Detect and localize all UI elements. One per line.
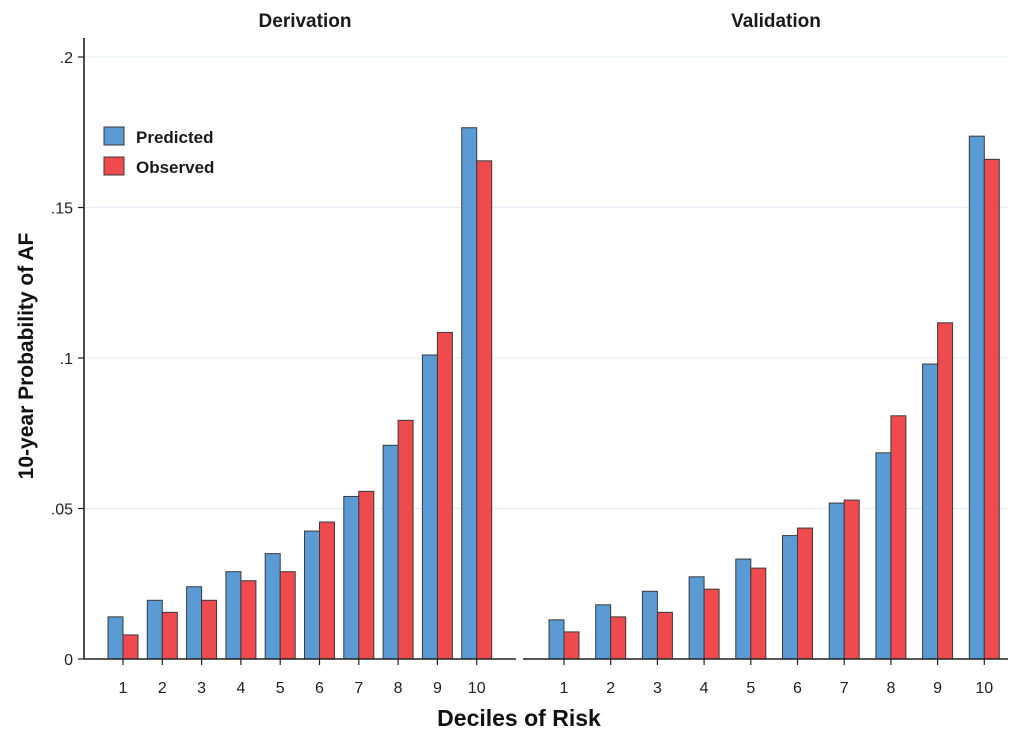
validation-bar-observed-2 xyxy=(610,616,627,660)
validation-bar-observed-5 xyxy=(750,567,767,660)
derivation-bar-observed-10 xyxy=(476,160,493,660)
validation-bar-predicted-7 xyxy=(828,502,845,660)
validation-bar-predicted-2 xyxy=(595,604,612,660)
validation-bar-observed-6 xyxy=(797,527,813,660)
validation-x-tick-label-6: 6 xyxy=(793,680,802,697)
derivation-bar-observed-1 xyxy=(122,634,139,660)
validation-bar-predicted-10 xyxy=(968,135,985,660)
validation-x-tick-label-10: 10 xyxy=(975,680,993,697)
derivation-bar-predicted-5 xyxy=(264,553,281,660)
derivation-x-tick-label-6: 6 xyxy=(315,680,324,697)
validation-x-tick-label-1: 1 xyxy=(560,680,569,697)
legend-swatch-observed xyxy=(103,156,125,176)
derivation-bar-observed-5 xyxy=(279,571,296,660)
derivation-bar-predicted-4 xyxy=(225,571,242,660)
validation-bar-predicted-3 xyxy=(641,590,658,660)
validation-bar-observed-8 xyxy=(890,415,907,660)
y-axis-title: 10-year Probability of AF xyxy=(15,233,38,480)
derivation-x-tick-label-3: 3 xyxy=(197,680,206,697)
y-tick-label-3: .15 xyxy=(51,201,73,218)
derivation-x-tick-label-7: 7 xyxy=(354,680,363,697)
y-tick-label-1: .05 xyxy=(51,502,73,519)
derivation-bar-observed-8 xyxy=(397,419,414,660)
derivation-bar-observed-7 xyxy=(358,490,375,660)
derivation-x-tick-label-2: 2 xyxy=(158,680,167,697)
axes xyxy=(78,38,1008,665)
y-tick-label-4: .2 xyxy=(60,50,73,67)
validation-bar-predicted-9 xyxy=(922,363,939,660)
derivation-bar-observed-4 xyxy=(240,580,257,660)
legend-swatch-predicted xyxy=(103,126,125,146)
y-tick-label-2: .1 xyxy=(60,351,73,368)
derivation-x-tick-label-8: 8 xyxy=(394,680,403,697)
derivation-x-tick-label-10: 10 xyxy=(468,680,486,697)
validation-x-tick-label-7: 7 xyxy=(840,680,849,697)
gridlines xyxy=(84,56,1008,509)
validation-bar-observed-4 xyxy=(703,588,720,660)
validation-bar-predicted-5 xyxy=(735,558,752,660)
validation-bar-observed-7 xyxy=(843,499,860,660)
validation-x-tick-label-8: 8 xyxy=(886,680,895,697)
derivation-bar-observed-6 xyxy=(319,521,335,660)
panel-title-derivation: Derivation xyxy=(259,11,352,32)
derivation-bar-predicted-10 xyxy=(461,127,478,660)
derivation-bar-predicted-9 xyxy=(421,354,438,660)
bars xyxy=(107,127,1000,660)
legend-label-observed: Observed xyxy=(136,158,214,177)
validation-bar-observed-9 xyxy=(937,322,954,660)
validation-bar-observed-10 xyxy=(983,158,1000,660)
legend-label-predicted: Predicted xyxy=(136,128,213,147)
derivation-bar-predicted-6 xyxy=(304,530,320,660)
derivation-x-tick-label-5: 5 xyxy=(276,680,285,697)
validation-bar-observed-1 xyxy=(563,631,580,660)
derivation-bar-predicted-7 xyxy=(343,495,360,660)
derivation-bar-predicted-8 xyxy=(382,444,399,660)
validation-bar-predicted-6 xyxy=(782,535,798,660)
validation-x-tick-label-9: 9 xyxy=(933,680,942,697)
derivation-x-tick-label-1: 1 xyxy=(119,680,128,697)
derivation-bar-predicted-3 xyxy=(186,586,203,660)
derivation-bar-predicted-1 xyxy=(107,616,124,660)
x-axis-title: Deciles of Risk xyxy=(437,705,601,731)
derivation-bar-observed-9 xyxy=(436,331,453,660)
validation-x-tick-label-5: 5 xyxy=(746,680,755,697)
validation-x-tick-label-2: 2 xyxy=(606,680,615,697)
panel-title-validation: Validation xyxy=(731,11,821,32)
validation-x-tick-label-4: 4 xyxy=(700,680,709,697)
derivation-bar-observed-3 xyxy=(201,599,218,660)
derivation-x-tick-label-4: 4 xyxy=(236,680,245,697)
validation-bar-observed-3 xyxy=(656,611,673,660)
y-tick-label-0: 0 xyxy=(64,652,73,669)
derivation-bar-predicted-2 xyxy=(146,599,163,660)
validation-bar-predicted-1 xyxy=(548,619,565,660)
derivation-bar-observed-2 xyxy=(161,611,178,660)
validation-bar-predicted-4 xyxy=(688,576,705,660)
labels: 0 .05 .1 .15 .2 Derivation 1 2 3 4 5 6 7 8 9 10 Validati… xyxy=(51,11,994,697)
legend: Predicted Observed xyxy=(103,126,214,177)
validation-bar-predicted-8 xyxy=(875,452,892,660)
derivation-x-tick-label-9: 9 xyxy=(433,680,442,697)
validation-x-tick-label-3: 3 xyxy=(653,680,662,697)
